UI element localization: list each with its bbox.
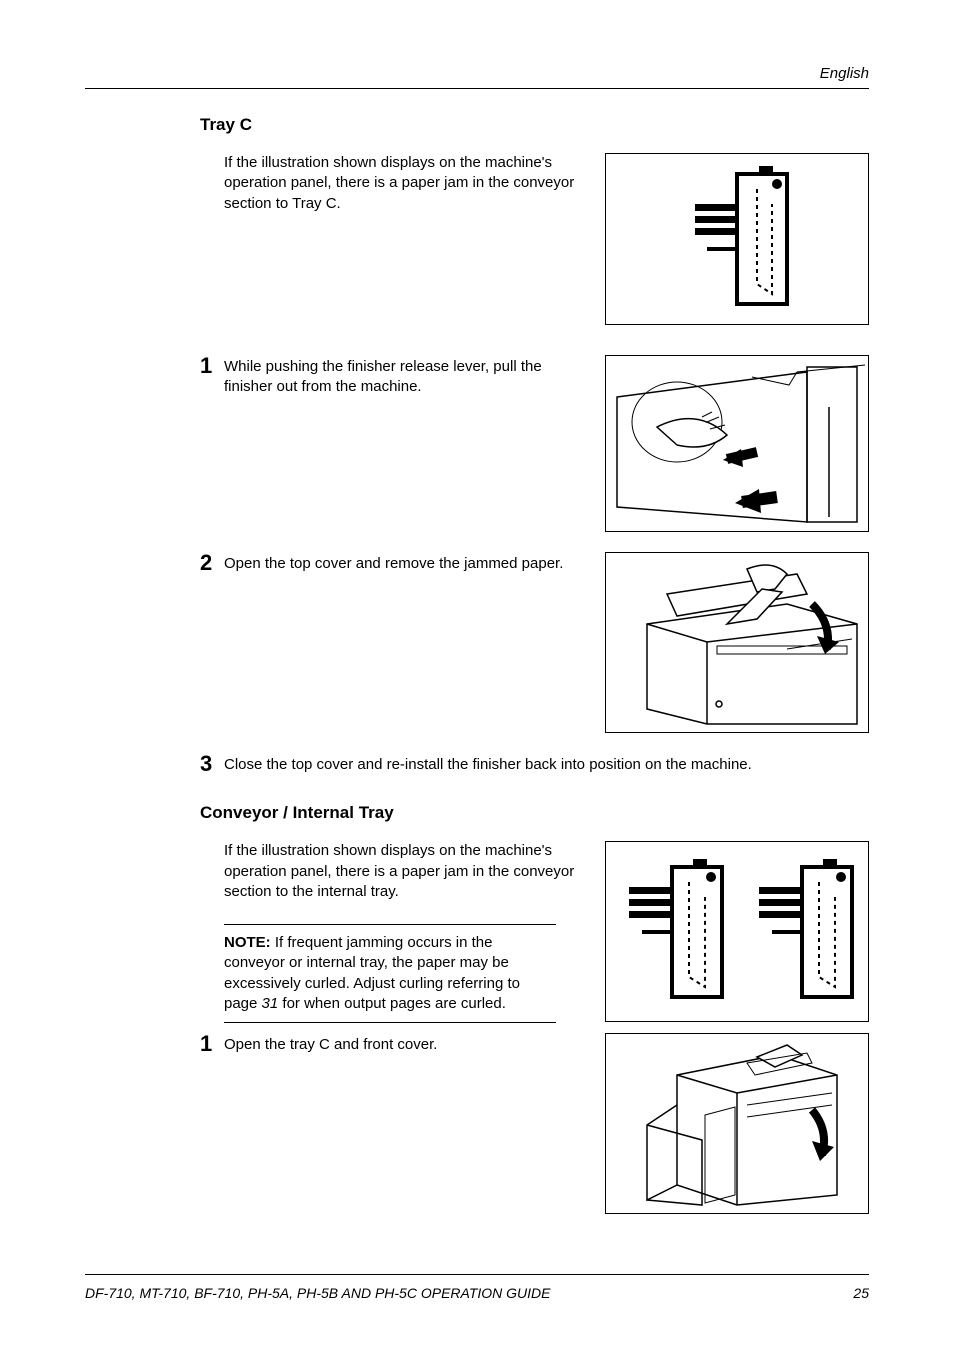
step-text: Open the tray C and front cover. [224,1033,605,1055]
tray-c-panel-icon [605,153,869,325]
step-text: Close the top cover and re-install the f… [224,753,869,775]
conveyor-intro-row: If the illustration shown displays on th… [200,841,869,1023]
tray-c-step2-illustration [605,552,869,733]
note-page-ref: 31 [262,995,279,1012]
tray-c-step-1: 1 While pushing the finisher release lev… [200,355,869,532]
note-text-2: for when output pages are curled. [278,995,506,1012]
tray-c-step-3: 3 Close the top cover and re-install the… [200,753,869,775]
conveyor-note: NOTE: If frequent jamming occurs in the … [200,924,593,1023]
conveyor-step-1: 1 Open the tray C and front cover. [200,1033,869,1214]
page-header-language: English [85,65,869,89]
step-number: 1 [200,1033,224,1055]
conveyor-panel-icon [605,841,869,1022]
tray-c-intro-text: If the illustration shown displays on th… [200,153,593,214]
step-number: 2 [200,552,224,574]
section-title-tray-c: Tray C [200,115,869,135]
step-number: 3 [200,753,224,775]
page: English Tray C If the illustration shown… [0,0,954,1214]
conveyor-note-inner: NOTE: If frequent jamming occurs in the … [224,924,556,1023]
page-footer: DF-710, MT-710, BF-710, PH-5A, PH-5B AND… [85,1274,869,1301]
tray-c-step-2: 2 Open the top cover and remove the jamm… [200,552,869,733]
note-label: NOTE: [224,934,271,951]
step-text: Open the top cover and remove the jammed… [224,552,605,574]
conveyor-intro-block: If the illustration shown displays on th… [200,841,593,1023]
content-body: Tray C If the illustration shown display… [85,115,869,1214]
tray-c-step1-illustration [605,355,869,532]
footer-page-number: 25 [853,1285,869,1301]
tray-c-intro-row: If the illustration shown displays on th… [200,153,869,325]
conveyor-step1-illustration [605,1033,869,1214]
conveyor-intro-text: If the illustration shown displays on th… [200,841,593,902]
step-number: 1 [200,355,224,377]
section-title-conveyor: Conveyor / Internal Tray [200,803,869,823]
step-text: While pushing the finisher release lever… [224,355,605,398]
footer-guide-title: DF-710, MT-710, BF-710, PH-5A, PH-5B AND… [85,1285,551,1301]
